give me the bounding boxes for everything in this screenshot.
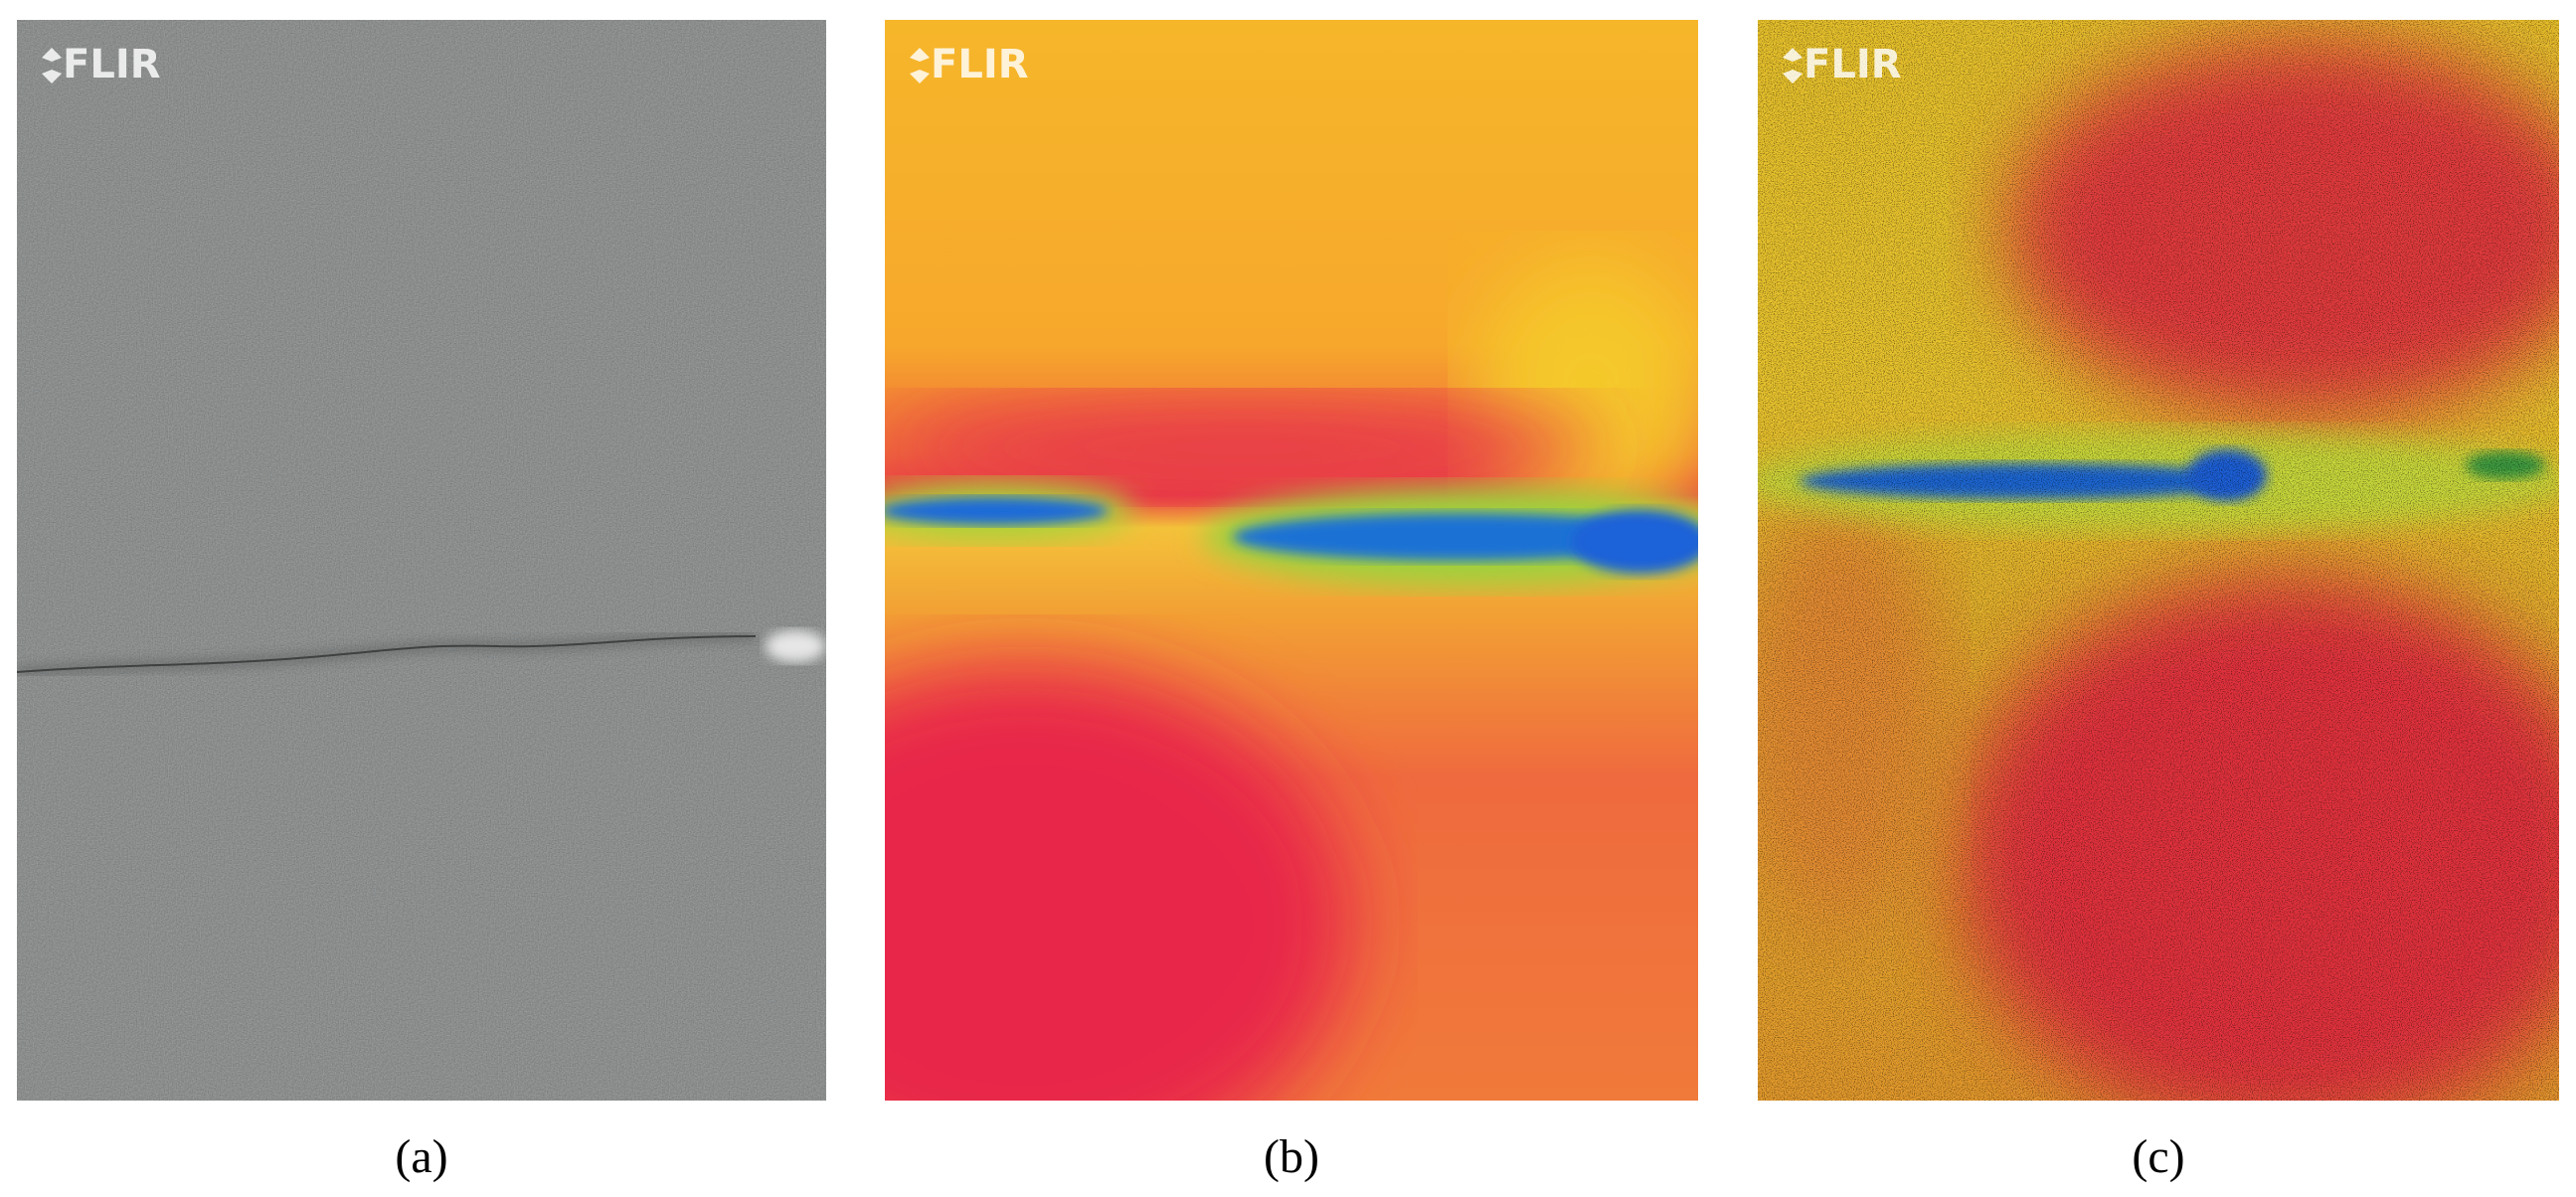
logo-icon (1783, 48, 1803, 84)
watermark-text: FLIR (63, 42, 161, 87)
watermark: FLIR (910, 42, 1029, 87)
thermal-panel (885, 20, 1698, 1101)
thermal-panel (1758, 20, 2559, 1101)
watermark-text: FLIR (1803, 42, 1902, 87)
panel-label: (a) (395, 1130, 447, 1183)
logo-icon (910, 48, 930, 84)
watermark: FLIR (1783, 42, 1902, 87)
watermark-text: FLIR (931, 42, 1029, 87)
panel-label: (c) (2132, 1130, 2184, 1183)
watermark: FLIR (42, 42, 161, 87)
logo-icon (42, 48, 62, 84)
photo-panel (17, 20, 826, 1101)
panel-label: (b) (1264, 1130, 1319, 1183)
